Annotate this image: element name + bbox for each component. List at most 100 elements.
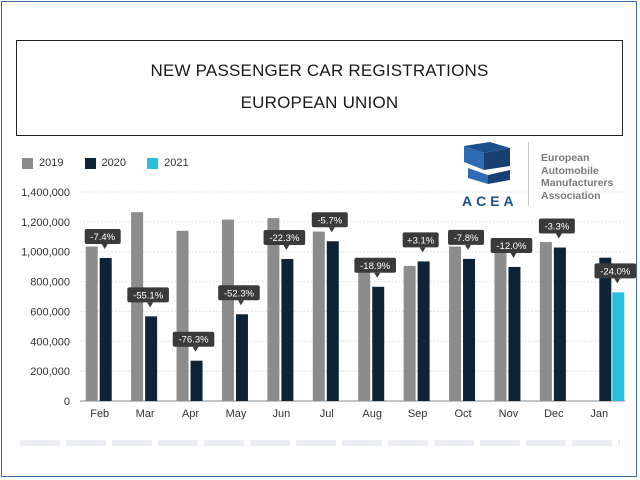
y-tick-label: 0 [64, 396, 70, 408]
bar-2019 [449, 246, 462, 401]
callout-box [448, 229, 485, 245]
callout-box [402, 232, 439, 248]
x-tick-label: Feb [90, 408, 109, 420]
legend-item-2021: 2021 [147, 157, 189, 169]
y-tick-label: 1,400,000 [21, 187, 70, 199]
bar-2021 [612, 292, 625, 401]
callout-box [218, 285, 260, 301]
callout-box [490, 237, 533, 253]
bar-2020 [599, 257, 612, 401]
callout-pointer [283, 245, 290, 251]
acea-logo-icon [464, 142, 510, 184]
x-tick-label: May [226, 408, 247, 420]
bar-2020 [235, 314, 248, 401]
x-tick-label: Nov [499, 408, 519, 420]
callout-pointer [419, 247, 426, 253]
bar-2020 [553, 247, 566, 401]
legend-label-2020: 2020 [101, 157, 127, 169]
x-tick-label: Oct [454, 408, 471, 420]
legend-item-2020: 2020 [84, 157, 127, 169]
callout-label: -12.0% [496, 241, 527, 252]
chart-title-line2: EUROPEAN UNION [240, 93, 399, 112]
bar-2019 [221, 219, 234, 401]
acea-wordmark: ACEA [462, 193, 518, 209]
callout-box [354, 257, 397, 273]
bar-2019 [176, 230, 189, 401]
acea-name-line: Manufacturers [541, 177, 614, 189]
bar-2019 [85, 246, 98, 401]
bar-2019 [312, 231, 325, 401]
y-tick-label: 600,000 [30, 306, 70, 318]
legend-label-2019: 2019 [39, 157, 64, 169]
callout-box [172, 331, 215, 347]
callout-pointer [147, 302, 154, 308]
callout-box [263, 230, 306, 246]
bar-2020 [463, 258, 476, 401]
x-tick-label: Jun [273, 408, 291, 420]
y-tick-label: 1,000,000 [21, 247, 70, 259]
bar-2020 [190, 360, 203, 401]
callout-label: -5.7% [317, 215, 342, 226]
y-tick-label: 400,000 [30, 336, 70, 348]
x-tick-label: Jan [590, 408, 608, 420]
bar-2020 [326, 241, 339, 401]
legend-item-2019: 2019 [22, 157, 63, 169]
x-tick-label: Dec [544, 408, 564, 420]
bar-2019 [131, 212, 144, 401]
legend-label-2021: 2021 [164, 157, 189, 169]
legend-swatch-2020 [84, 157, 96, 169]
callout-label: -22.3% [269, 233, 300, 244]
callout-box [127, 287, 169, 303]
acea-name-line: Automobile [541, 164, 599, 177]
callout-pointer [101, 243, 108, 249]
y-tick-label: 800,000 [30, 277, 70, 289]
x-tick-label: Mar [136, 408, 155, 420]
y-tick-label: 200,000 [30, 366, 70, 378]
callout-box [311, 212, 348, 228]
legend-swatch-2019 [22, 157, 33, 169]
footer-strip [20, 440, 620, 446]
y-tick-label: 1,200,000 [21, 217, 70, 229]
acea-full-name: European Automobile Manufacturers Associ… [541, 152, 613, 202]
bar-2020 [417, 261, 430, 401]
callout-pointer [510, 252, 517, 258]
x-tick-label: Aug [362, 408, 382, 420]
bar-2019 [403, 265, 416, 401]
bar-2020 [508, 266, 521, 401]
bar-2019 [494, 248, 507, 401]
x-tick-label: Jul [320, 408, 334, 420]
callout-label: -24.0% [600, 266, 631, 277]
callout-label: +3.1% [407, 235, 435, 246]
bar-2019 [358, 260, 371, 401]
legend: 2019 2020 2021 [22, 157, 207, 172]
callout-label: -52.3% [224, 288, 255, 299]
callout-label: -3.3% [544, 222, 569, 233]
bar-2020 [145, 316, 158, 401]
title-box: NEW PASSENGER CAR REGISTRATIONS EUROPEAN… [16, 40, 623, 136]
x-tick-label: Apr [182, 408, 199, 420]
legend-swatch-2021 [147, 157, 159, 169]
acea-name-line: European [541, 152, 590, 164]
bar-2020 [99, 257, 112, 401]
bar-2020 [281, 259, 294, 401]
callout-label: -7.8% [454, 233, 479, 244]
acea-name-line: Association [541, 189, 601, 202]
callout-pointer [465, 244, 472, 250]
x-tick-label: Sep [408, 408, 428, 420]
callout-pointer [237, 300, 244, 306]
bar-2019 [267, 218, 280, 401]
callout-pointer [192, 346, 199, 352]
callout-label: -55.1% [133, 290, 164, 301]
callout-label: -18.9% [360, 261, 391, 272]
callout-box [84, 228, 121, 244]
bar-2019 [539, 242, 552, 401]
callout-label: -76.3% [178, 335, 209, 346]
callout-pointer [614, 278, 621, 284]
logo-divider [528, 142, 529, 206]
callout-pointer [374, 272, 381, 278]
chart-title-line1: NEW PASSENGER CAR REGISTRATIONS [150, 61, 489, 80]
callout-pointer [328, 227, 335, 233]
callout-box [538, 218, 575, 234]
